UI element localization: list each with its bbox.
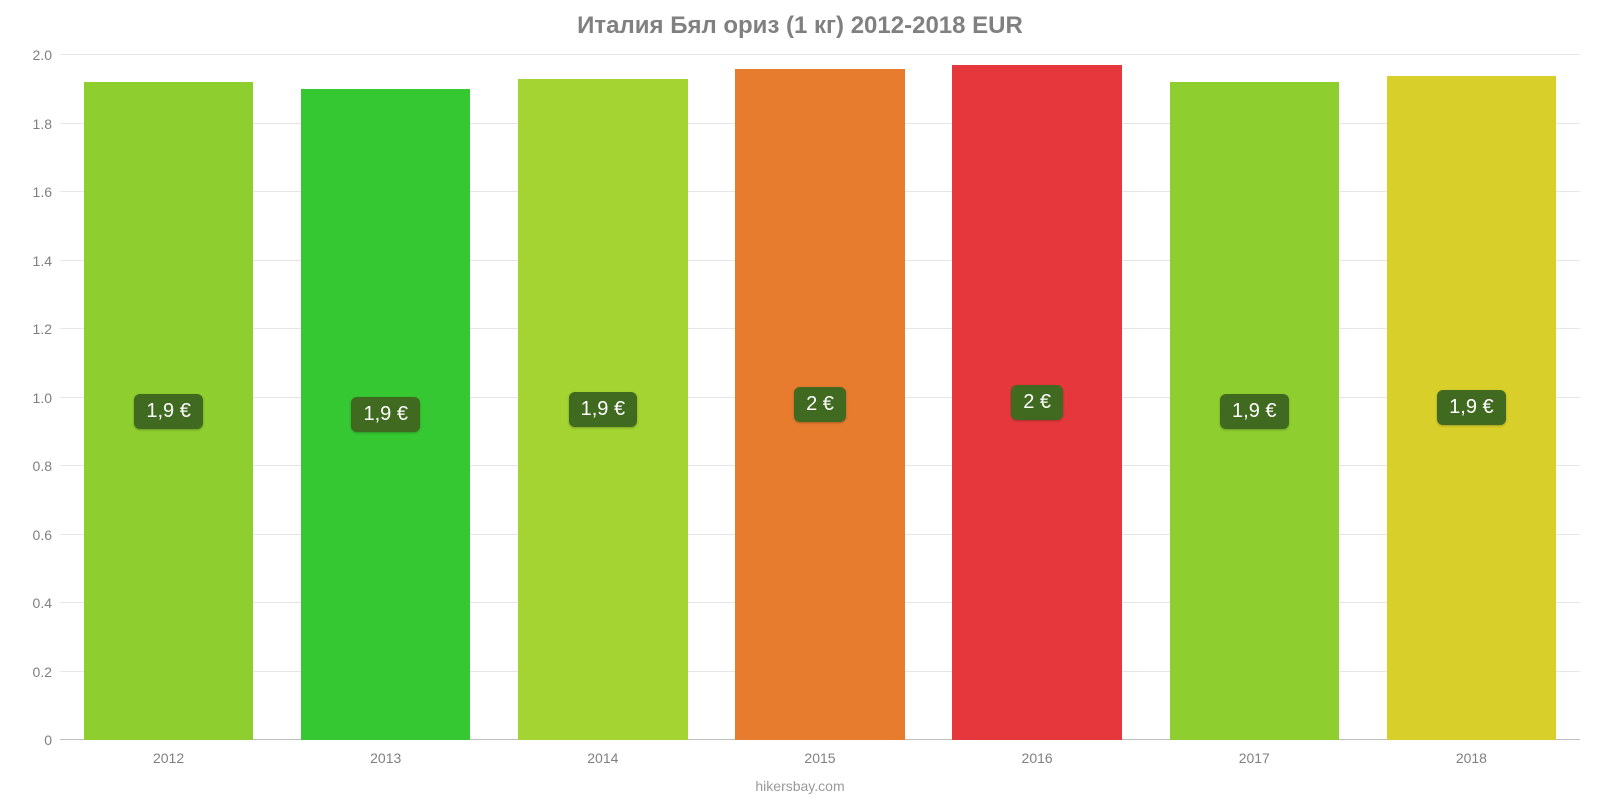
bar: 2 € [735, 69, 904, 740]
bar-slot: 1,9 €2014 [494, 55, 711, 740]
x-tick-label: 2018 [1456, 740, 1487, 766]
bar-value-badge: 2 € [794, 387, 846, 422]
x-tick-label: 2012 [153, 740, 184, 766]
y-tick-label: 1.0 [33, 390, 60, 406]
bar-value-badge: 1,9 € [1220, 394, 1288, 429]
x-tick-label: 2013 [370, 740, 401, 766]
bar-value-badge: 1,9 € [134, 394, 202, 429]
bar-slot: 1,9 €2013 [277, 55, 494, 740]
bar-value-badge: 1,9 € [351, 397, 419, 432]
chart-footer: hikersbay.com [0, 778, 1600, 794]
bar: 1,9 € [84, 82, 253, 740]
y-tick-label: 1.8 [33, 116, 60, 132]
bar: 1,9 € [518, 79, 687, 740]
y-tick-label: 1.2 [33, 321, 60, 337]
bar-value-badge: 1,9 € [569, 392, 637, 427]
chart-title: Италия Бял ориз (1 кг) 2012-2018 EUR [0, 12, 1600, 40]
y-tick-label: 0 [44, 732, 60, 748]
x-tick-label: 2016 [1022, 740, 1053, 766]
x-tick-label: 2017 [1239, 740, 1270, 766]
y-tick-label: 0.2 [33, 664, 60, 680]
bar: 2 € [952, 65, 1121, 740]
plot-area: 00.20.40.60.81.01.21.41.61.82.0 1,9 €201… [60, 55, 1580, 740]
bars-container: 1,9 €20121,9 €20131,9 €20142 €20152 €201… [60, 55, 1580, 740]
y-tick-label: 0.6 [33, 527, 60, 543]
x-tick-label: 2014 [587, 740, 618, 766]
bar: 1,9 € [301, 89, 470, 740]
bar-value-badge: 2 € [1011, 385, 1063, 420]
bar-slot: 1,9 €2017 [1146, 55, 1363, 740]
y-tick-label: 0.8 [33, 458, 60, 474]
y-tick-label: 1.4 [33, 253, 60, 269]
bar-slot: 1,9 €2012 [60, 55, 277, 740]
y-tick-label: 1.6 [33, 184, 60, 200]
y-tick-label: 0.4 [33, 595, 60, 611]
bar-slot: 2 €2015 [711, 55, 928, 740]
x-tick-label: 2015 [804, 740, 835, 766]
bar-value-badge: 1,9 € [1437, 390, 1505, 425]
bar-slot: 2 €2016 [929, 55, 1146, 740]
y-tick-label: 2.0 [33, 47, 60, 63]
bar-slot: 1,9 €2018 [1363, 55, 1580, 740]
bar: 1,9 € [1170, 82, 1339, 740]
bar-chart: Италия Бял ориз (1 кг) 2012-2018 EUR 00.… [0, 0, 1600, 800]
bar: 1,9 € [1387, 76, 1556, 740]
